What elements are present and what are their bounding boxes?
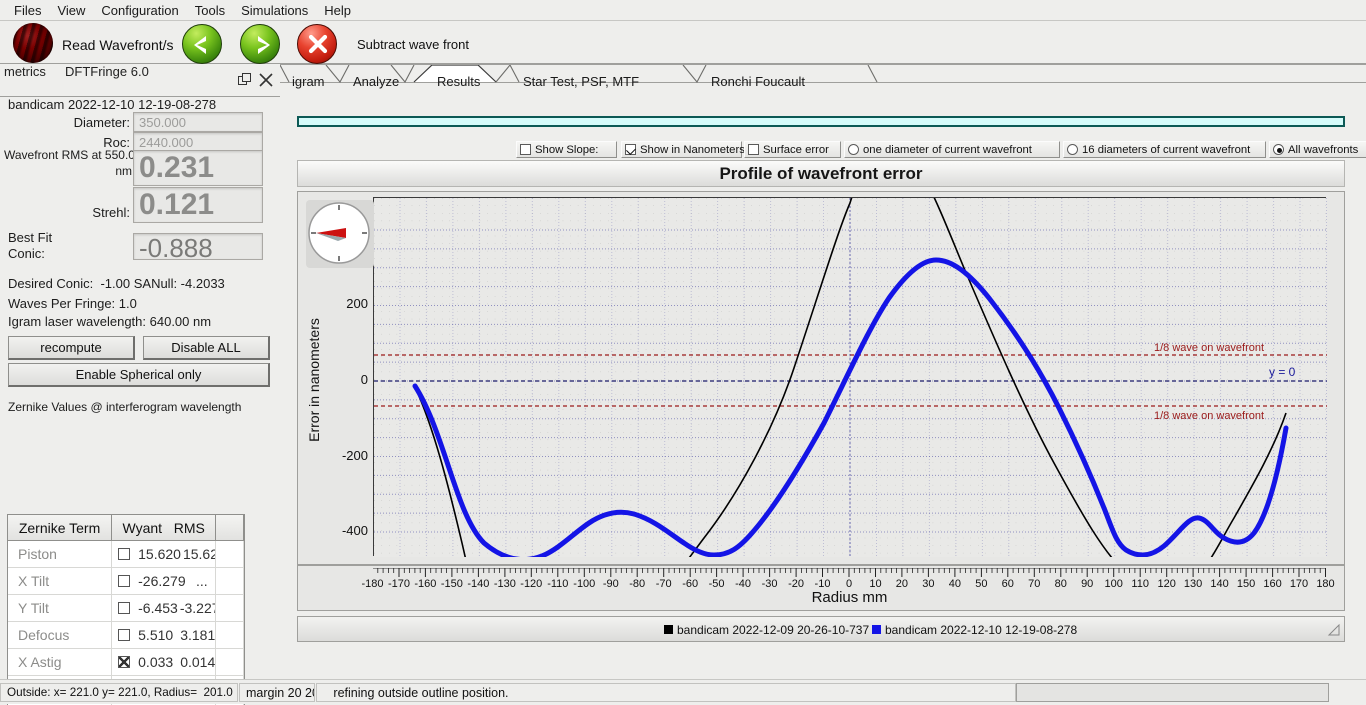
svg-text:1/8 wave on wavefront: 1/8 wave on wavefront [1154, 410, 1264, 422]
svg-text:1/8 wave on wavefront: 1/8 wave on wavefront [1154, 342, 1264, 354]
svg-text:y = 0: y = 0 [1269, 365, 1296, 379]
